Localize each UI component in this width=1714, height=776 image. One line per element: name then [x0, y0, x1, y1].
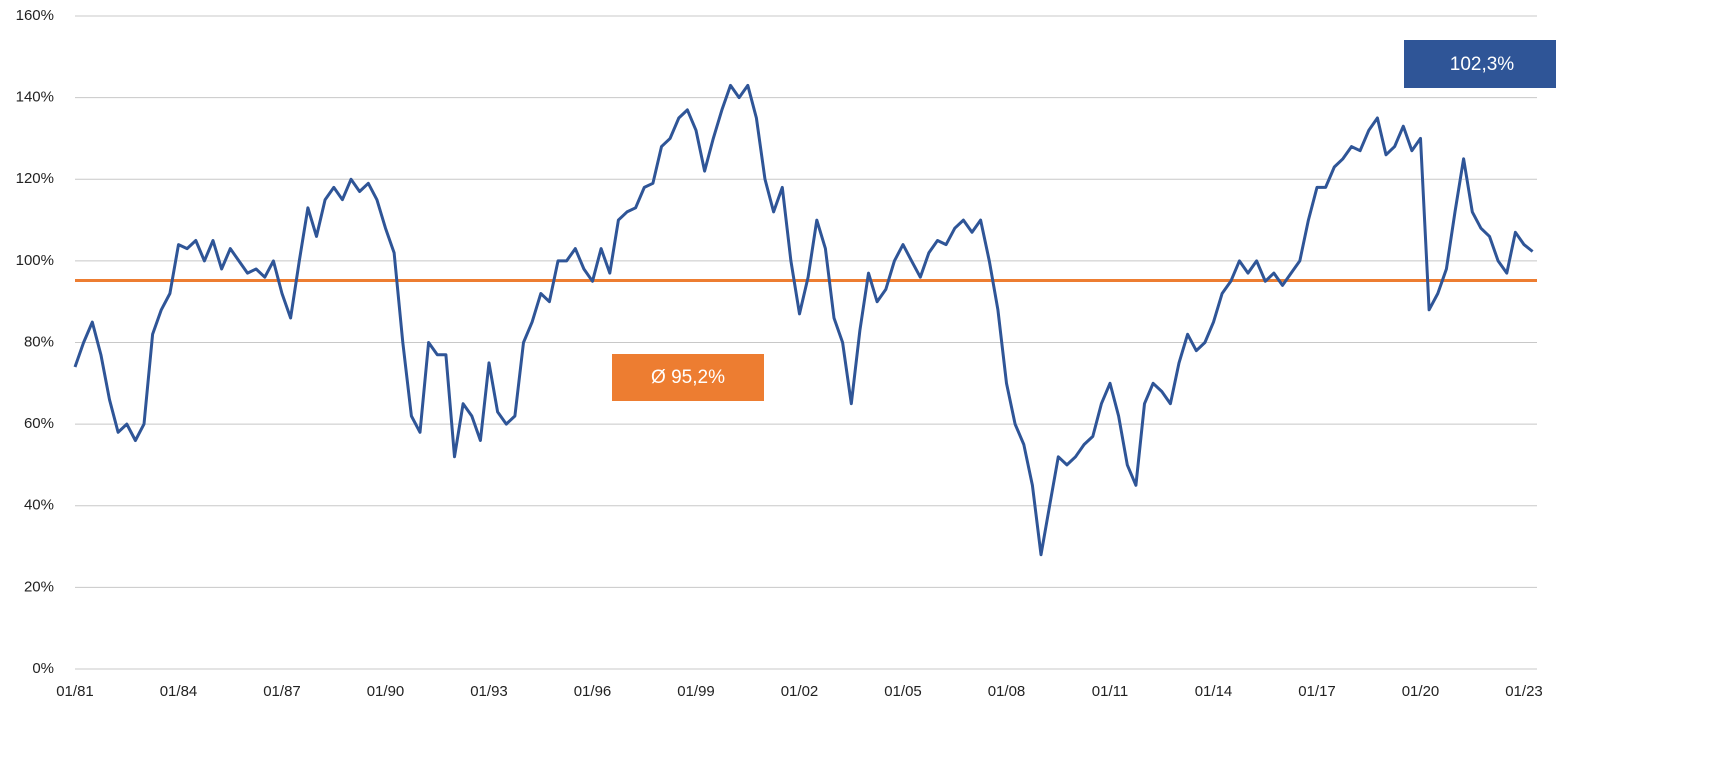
x-tick-label: 01/11 — [1092, 683, 1128, 700]
y-tick-label: 0% — [32, 660, 54, 677]
x-tick-label: 01/99 — [677, 683, 715, 700]
data-line — [73, 83, 1534, 557]
y-tick-label: 20% — [24, 578, 54, 595]
x-tick-label: 01/02 — [781, 683, 819, 700]
y-tick-label: 160% — [16, 7, 54, 24]
average-label: Ø 95,2% — [651, 367, 725, 388]
x-tick-label: 01/90 — [367, 683, 405, 700]
y-tick-label: 60% — [24, 415, 54, 432]
x-tick-label: 01/84 — [160, 683, 198, 700]
x-tick-label: 01/20 — [1402, 683, 1440, 700]
x-tick-label: 01/93 — [470, 683, 508, 700]
average-label-box — [612, 354, 764, 401]
y-tick-label: 100% — [16, 252, 54, 269]
x-tick-label: 01/96 — [574, 683, 612, 700]
last-label-box — [1404, 40, 1556, 88]
x-tick-label: 01/14 — [1195, 683, 1233, 700]
x-tick-label: 01/17 — [1298, 683, 1336, 700]
x-tick-label: 01/81 — [56, 683, 94, 700]
y-tick-label: 80% — [24, 333, 54, 350]
y-tick-label: 120% — [16, 170, 54, 187]
y-tick-label: 140% — [16, 89, 54, 106]
x-tick-label: 01/23 — [1505, 683, 1543, 700]
x-tick-label: 01/08 — [988, 683, 1026, 700]
x-tick-label: 01/05 — [884, 683, 922, 700]
y-tick-label: 40% — [24, 497, 54, 514]
x-tick-label: 01/87 — [263, 683, 301, 700]
last-label: 102,3% — [1450, 54, 1515, 75]
